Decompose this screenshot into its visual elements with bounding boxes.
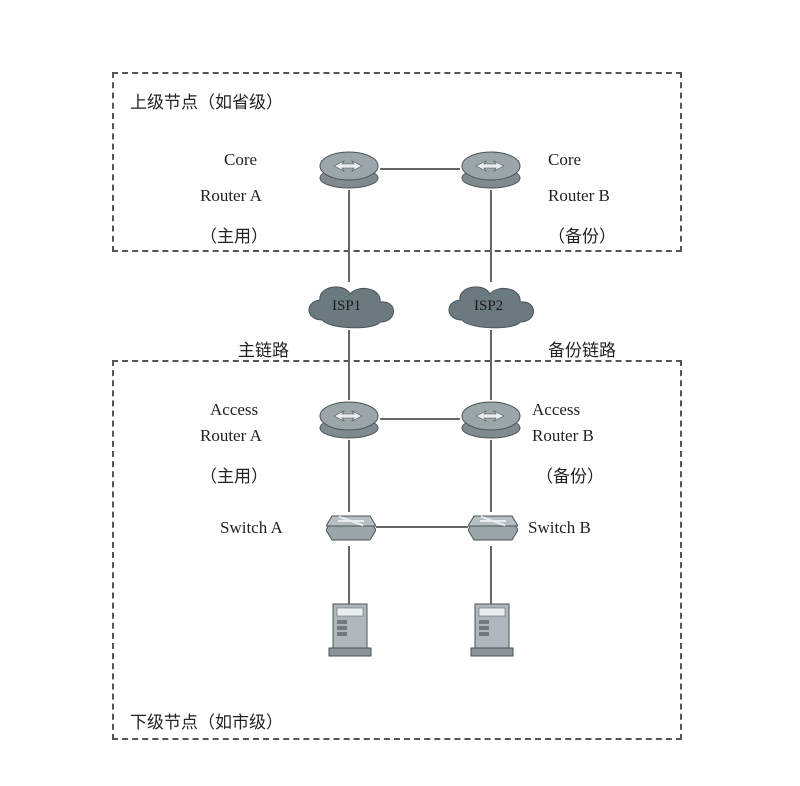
access-router-b [460, 398, 522, 440]
link-switchA-serverA [348, 546, 350, 604]
access-b-label-3: （备份） [536, 462, 604, 487]
core-a-label-1: Core [224, 150, 257, 170]
link-coreB-isp2 [490, 190, 492, 282]
isp2-label: ISP2 [474, 298, 503, 315]
backup-link-label: 备份链路 [548, 336, 616, 361]
lower-title: 下级节点（如市级） [130, 708, 283, 733]
link-isp1-accessA [348, 330, 350, 400]
upper-title: 上级节点（如省级） [130, 88, 283, 113]
core-b-label-3: （备份） [548, 222, 616, 247]
switch-b-label: Switch B [528, 518, 591, 538]
switch-a [326, 508, 376, 546]
link-switchA-switchB [376, 526, 468, 528]
access-b-label-2: Router B [532, 426, 594, 446]
core-router-b [460, 148, 522, 190]
link-isp2-accessB [490, 330, 492, 400]
link-switchB-serverB [490, 546, 492, 604]
link-accessA-accessB [380, 418, 460, 420]
core-b-label-2: Router B [548, 186, 610, 206]
core-a-label-2: Router A [200, 186, 262, 206]
main-link-label: 主链路 [238, 336, 289, 361]
server-b [469, 600, 515, 660]
core-a-label-3: （主用） [200, 222, 268, 247]
isp1-label: ISP1 [332, 298, 361, 315]
link-coreA-isp1 [348, 190, 350, 282]
link-coreA-coreB [380, 168, 460, 170]
switch-a-label: Switch A [220, 518, 283, 538]
switch-b [468, 508, 518, 546]
access-a-label-2: Router A [200, 426, 262, 446]
lower-box [112, 360, 682, 740]
server-a [327, 600, 373, 660]
access-a-label-3: （主用） [200, 462, 268, 487]
link-accessA-switchA [348, 440, 350, 512]
core-b-label-1: Core [548, 150, 581, 170]
access-a-label-1: Access [210, 400, 258, 420]
access-b-label-1: Access [532, 400, 580, 420]
link-accessB-switchB [490, 440, 492, 512]
core-router-a [318, 148, 380, 190]
diagram-canvas: 上级节点（如省级） Core Router A （主用） Core Router… [0, 0, 800, 786]
access-router-a [318, 398, 380, 440]
